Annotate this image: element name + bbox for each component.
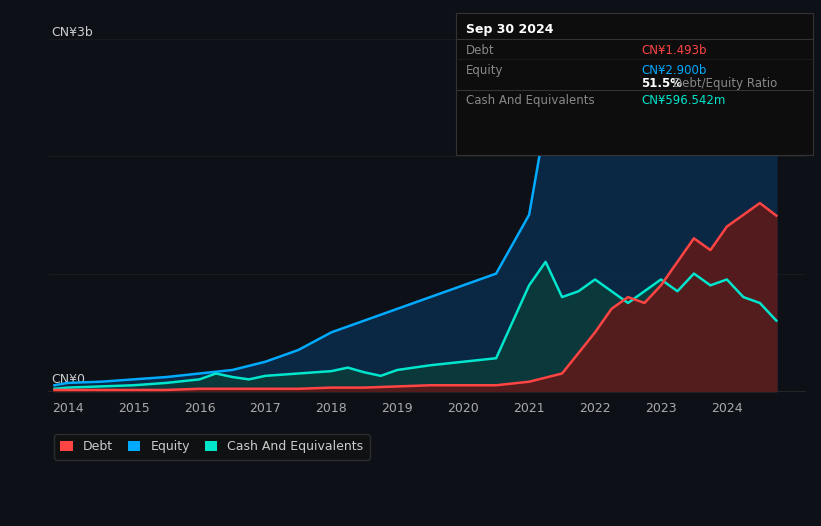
Text: Equity: Equity (466, 64, 503, 77)
Text: Debt: Debt (466, 44, 494, 57)
Text: CN¥3b: CN¥3b (52, 26, 94, 39)
Text: 51.5%: 51.5% (641, 77, 682, 90)
Text: CN¥1.493b: CN¥1.493b (641, 44, 707, 57)
Text: CN¥2.900b: CN¥2.900b (641, 64, 707, 77)
Text: Debt/Equity Ratio: Debt/Equity Ratio (672, 77, 777, 90)
Legend: Debt, Equity, Cash And Equivalents: Debt, Equity, Cash And Equivalents (54, 434, 369, 460)
Text: CN¥596.542m: CN¥596.542m (641, 94, 726, 107)
Text: CN¥0: CN¥0 (52, 372, 85, 386)
Text: Cash And Equivalents: Cash And Equivalents (466, 94, 594, 107)
Text: Sep 30 2024: Sep 30 2024 (466, 23, 553, 36)
